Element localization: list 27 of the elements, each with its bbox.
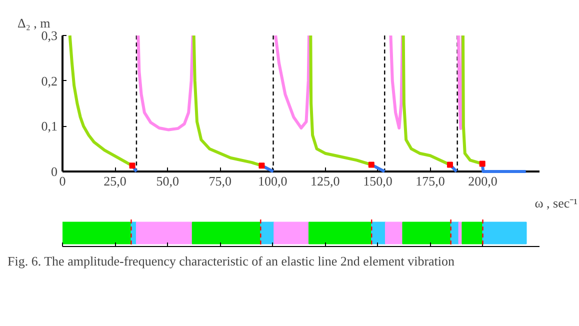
y-tick-label: 0,1 [41, 118, 58, 134]
line-series [274, 34, 310, 130]
x-tick-label: 175,0 [416, 174, 445, 188]
x-tick-label: 150,0 [363, 174, 392, 188]
y-tick-label: 0,3 [41, 28, 58, 43]
bar [136, 222, 193, 244]
x-tick-label: 125,0 [310, 174, 340, 188]
bar [402, 222, 452, 244]
bar [192, 222, 262, 244]
caption: Fig. 6. The amplitude-frequency characteristic of an elastic line 2nd element vibration [8, 254, 456, 268]
y-tick-label: 0 [51, 164, 58, 179]
bar [462, 222, 484, 244]
bar [274, 222, 310, 244]
bar [308, 222, 372, 244]
bar [62, 222, 132, 244]
bar [482, 222, 527, 244]
bar [371, 222, 386, 244]
x-tick-label: 100,0 [258, 174, 288, 188]
x-tick-label: 50,0 [156, 174, 179, 188]
y-axis-title: Δ₂ , m [18, 16, 50, 30]
x-tick-label: 25,0 [104, 174, 126, 188]
line-series [136, 34, 194, 132]
x-tick-label: 75,0 [208, 174, 232, 188]
x-tick-label: 200,0 [468, 174, 498, 188]
bar [384, 222, 404, 244]
x-axis-title: ω , sec⁻¹ [534, 196, 578, 210]
y-tick-label: 0,2 [41, 73, 58, 88]
